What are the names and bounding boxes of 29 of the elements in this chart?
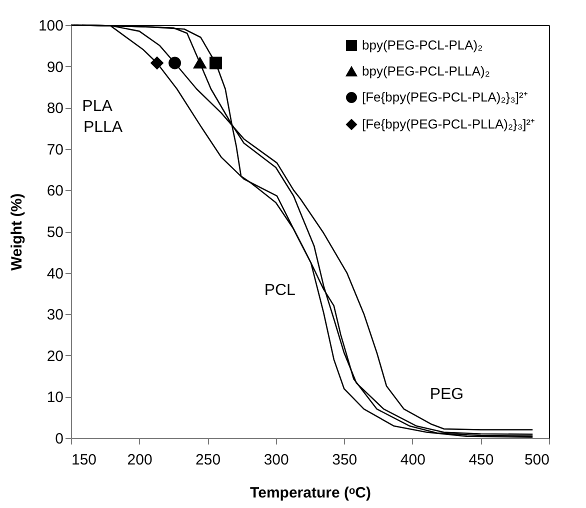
y-tick-label: 90 xyxy=(46,58,64,76)
y-tick-label: 20 xyxy=(46,348,64,365)
annotation: PEG xyxy=(430,386,464,403)
x-tick-label: 350 xyxy=(332,452,358,468)
x-tick-label: 300 xyxy=(264,452,289,468)
annotation: PCL xyxy=(264,282,296,300)
y-tick-label: 50 xyxy=(46,224,64,241)
annotation: PLLA xyxy=(83,119,123,136)
y-tick-label: 10 xyxy=(46,389,64,406)
y-tick-label: 60 xyxy=(46,182,64,200)
legend-label: bpy(PEG-PCL-PLLA)₂ xyxy=(362,64,490,78)
y-tick-label: 30 xyxy=(46,306,64,324)
x-tick-label: 200 xyxy=(127,452,152,468)
x-tick-label: 500 xyxy=(524,452,550,468)
x-tick-label: 400 xyxy=(400,452,426,468)
y-tick-label: 0 xyxy=(55,430,64,448)
y-tick-label: 80 xyxy=(46,100,64,118)
x-tick-label: 250 xyxy=(196,452,221,468)
x-tick-label: 150 xyxy=(72,452,97,468)
y-tick-label: 100 xyxy=(38,18,64,34)
legend-label: bpy(PEG-PCL-PLA)₂ xyxy=(362,38,483,52)
y-tick-label: 70 xyxy=(46,141,64,158)
y-axis-title: Weight (%) xyxy=(8,193,26,271)
legend-label: [Fe{bpy(PEG-PCL-PLLA)₂}₃]²⁺ xyxy=(362,116,535,132)
y-tick-label: 40 xyxy=(46,265,64,282)
x-axis-title: Temperature (ᵒC) xyxy=(250,484,371,502)
x-tick-label: 450 xyxy=(468,452,494,468)
legend-label: [Fe{bpy(PEG-PCL-PLA)₂}₃]²⁺ xyxy=(362,90,528,104)
annotation: PLA xyxy=(82,98,113,115)
